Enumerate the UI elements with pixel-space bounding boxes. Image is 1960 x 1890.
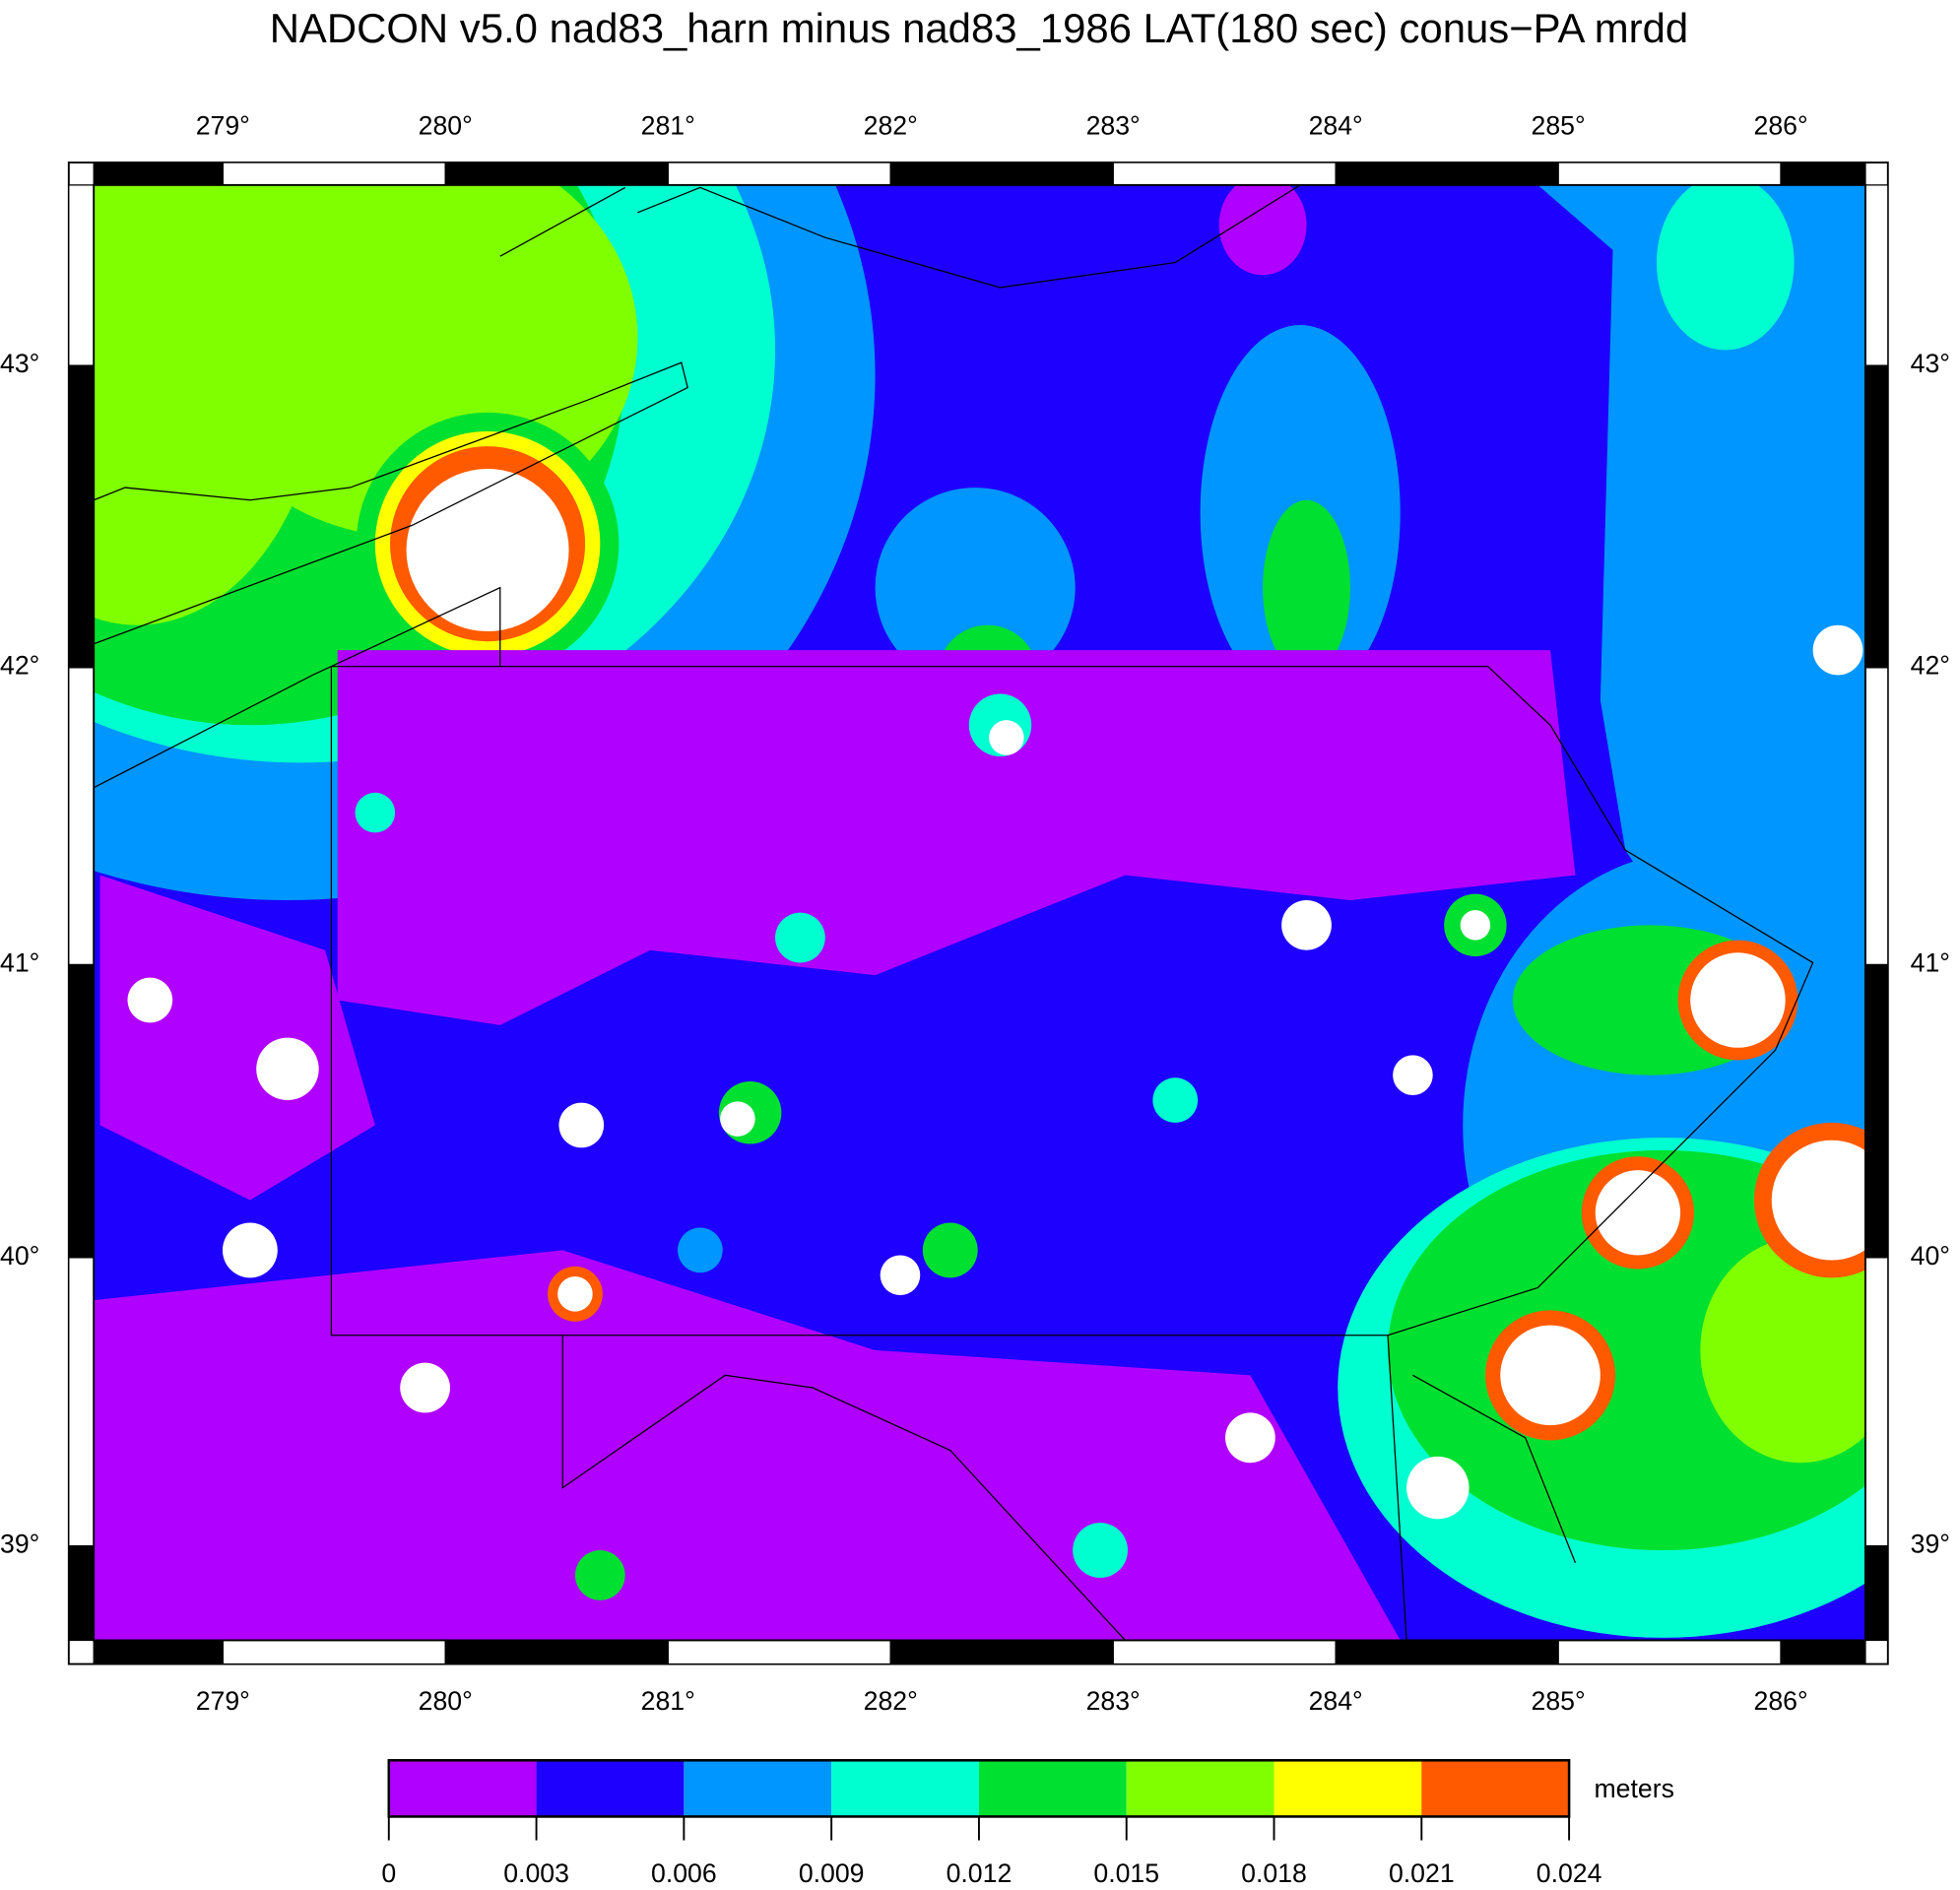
frame: 279° 279° 280° 280° 281° 281° 282° 282° 283° 283°…	[0, 111, 1950, 1716]
raster-region	[1700, 1237, 1865, 1464]
y-tick-label: 42°	[1911, 651, 1950, 681]
x-tick-label: 279°	[196, 111, 250, 141]
frame-band	[68, 963, 95, 1259]
frame-band	[444, 1639, 669, 1665]
colorbar-tick-label: 0.021	[1389, 1858, 1455, 1888]
x-tick-label: 286°	[1754, 1686, 1808, 1716]
x-tick-label: 282°	[864, 111, 918, 141]
frame-band	[68, 667, 95, 966]
frame-band	[1864, 1545, 1889, 1642]
frame-band	[1864, 667, 1889, 966]
colorbar-tick-label: 0.024	[1536, 1858, 1602, 1888]
frame-band	[222, 1639, 446, 1665]
x-tick-label: 284°	[1309, 111, 1363, 141]
raster-region	[1263, 499, 1350, 676]
colorbar-segment	[1421, 1760, 1570, 1817]
x-tick-label: 283°	[1086, 1686, 1141, 1716]
frame-band	[68, 184, 95, 366]
y-tick-label: 43°	[0, 349, 39, 378]
x-tick-label: 280°	[419, 111, 473, 141]
colorbar-tick-label: 0.003	[503, 1858, 569, 1888]
y-tick-label: 43°	[1911, 349, 1950, 378]
map-border	[93, 183, 1866, 1642]
raster-region	[1500, 1325, 1601, 1426]
x-tick-label: 286°	[1754, 111, 1808, 141]
x-tick-label: 281°	[641, 111, 695, 141]
frame-band	[1335, 162, 1559, 186]
x-tick-label: 284°	[1309, 1686, 1363, 1716]
frame-band	[1335, 1639, 1559, 1665]
boundaries	[94, 184, 1814, 1641]
colorbar: 0 0.003 0.006 0.009 0.012 0.015 0.018 0.021 0.02…	[381, 1759, 1674, 1888]
frame-band	[93, 1639, 224, 1665]
raster-region	[1388, 1149, 1865, 1550]
x-tick-label: 281°	[641, 1686, 695, 1716]
raster-region	[1690, 952, 1786, 1048]
frame-band	[222, 162, 446, 186]
colorbar-segment	[536, 1760, 685, 1817]
frame-band	[68, 364, 95, 669]
colorbar-unit: meters	[1594, 1774, 1673, 1803]
raster-region	[1656, 184, 1795, 351]
y-tick-label: 42°	[0, 651, 39, 681]
map-title: NADCON v5.0 nad83_harn minus nad83_1986 …	[270, 5, 1688, 51]
frame-band	[1557, 162, 1782, 186]
x-tick-label: 282°	[864, 1686, 918, 1716]
frame-band	[1780, 162, 1866, 186]
raster-region	[1595, 1170, 1681, 1256]
frame-band	[93, 162, 224, 186]
frame-band	[667, 1639, 891, 1665]
colorbar-tick-label: 0.006	[651, 1858, 717, 1888]
y-tick-label: 40°	[1911, 1241, 1950, 1271]
frame-band	[889, 1639, 1114, 1665]
raster-region	[94, 1250, 1401, 1641]
x-tick-label: 279°	[196, 1686, 250, 1716]
frame-band	[1864, 1257, 1889, 1547]
x-tick-label: 283°	[1086, 111, 1141, 141]
raster	[94, 184, 1865, 1641]
raster-region	[337, 650, 1576, 1025]
frame-band	[1780, 1639, 1866, 1665]
colorbar-segment	[684, 1760, 832, 1817]
x-tick-label: 280°	[419, 1686, 473, 1716]
frame-band	[889, 162, 1114, 186]
colorbar-segment	[831, 1760, 979, 1817]
colorbar-tick-label: 0.009	[799, 1858, 865, 1888]
y-tick-label: 41°	[1911, 948, 1950, 978]
colorbar-segment	[1274, 1760, 1422, 1817]
frame-band	[68, 1257, 95, 1547]
raster-region	[406, 469, 569, 632]
y-tick-label: 39°	[1911, 1530, 1950, 1559]
frame-band	[1864, 184, 1889, 366]
raster-region	[1218, 184, 1307, 276]
colorbar-segment	[388, 1760, 537, 1817]
frame-band	[1112, 1639, 1337, 1665]
frame-band	[444, 162, 669, 186]
colorbar-tick-label: 0.012	[947, 1858, 1013, 1888]
raster-speckles	[127, 624, 1863, 1600]
colorbar-tick-label: 0.018	[1241, 1858, 1307, 1888]
x-tick-label: 285°	[1532, 1686, 1586, 1716]
x-tick-label: 285°	[1532, 111, 1586, 141]
colorbar-segment	[978, 1760, 1127, 1817]
raster-region	[875, 488, 1076, 688]
raster-region	[99, 875, 375, 1201]
frame-band	[1557, 1639, 1782, 1665]
raster-region	[1771, 1140, 1865, 1261]
frame-band	[667, 162, 891, 186]
colorbar-tick-label: 0.015	[1093, 1858, 1159, 1888]
y-tick-label: 41°	[0, 948, 39, 978]
colorbar-tick-label: 0	[381, 1858, 396, 1888]
frame-band	[1112, 162, 1337, 186]
colorbar-segment	[1126, 1760, 1274, 1817]
frame-band	[1864, 364, 1889, 669]
frame-band	[68, 1545, 95, 1642]
y-tick-label: 40°	[0, 1241, 39, 1271]
frame-band	[1864, 963, 1889, 1259]
y-tick-label: 39°	[0, 1530, 39, 1559]
